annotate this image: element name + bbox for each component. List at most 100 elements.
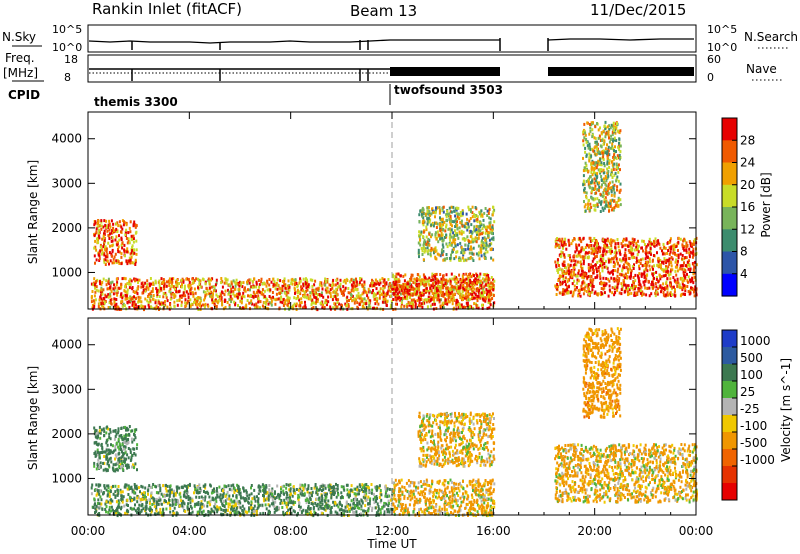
echo-cell <box>109 244 111 248</box>
echo-cell <box>663 287 665 290</box>
echo-cell <box>414 292 417 296</box>
echo-cell <box>384 300 387 304</box>
echo-cell <box>638 272 641 276</box>
echo-cell <box>226 301 229 304</box>
echo-cell <box>151 289 154 293</box>
echo-cell <box>142 288 145 292</box>
echo-cell <box>128 280 131 283</box>
echo-cell <box>302 284 305 288</box>
echo-cell <box>451 241 453 245</box>
echo-cell <box>287 284 289 288</box>
echo-cell <box>608 284 611 288</box>
echo-cell <box>191 277 194 281</box>
echo-cell <box>408 292 411 296</box>
echo-cell <box>448 212 451 216</box>
echo-cell <box>613 126 616 130</box>
echo-cell <box>200 299 203 303</box>
echo-cell <box>683 248 686 252</box>
echo-cell <box>558 267 561 271</box>
echo-cell <box>463 238 466 242</box>
echo-cell <box>368 301 371 305</box>
echo-cell <box>318 293 321 296</box>
echo-cell <box>624 290 627 293</box>
echo-cell <box>594 140 597 144</box>
echo-cell <box>627 244 630 248</box>
echo-cell <box>124 451 127 455</box>
echo-cell <box>461 284 464 288</box>
echo-cell <box>440 298 442 302</box>
echo-cell <box>276 283 279 287</box>
echo-cell <box>583 274 586 278</box>
echo-cell <box>596 149 599 152</box>
echo-cell <box>488 226 491 230</box>
echo-cell <box>622 257 625 261</box>
echo-cell <box>689 241 692 245</box>
echo-cell <box>148 296 151 300</box>
echo-cell <box>97 253 100 257</box>
echo-cell <box>447 300 450 304</box>
cpid-label: CPID <box>8 88 40 102</box>
echo-cell <box>428 291 431 295</box>
echo-cell <box>430 248 432 252</box>
echo-cell <box>662 291 665 294</box>
echo-cell <box>592 285 595 288</box>
echo-cell <box>571 294 574 298</box>
echo-cell <box>138 306 141 310</box>
echo-cell <box>288 288 291 292</box>
echo-cell <box>606 167 609 171</box>
echo-cell <box>100 302 102 306</box>
echo-cell <box>613 173 616 177</box>
echo-cell <box>97 443 99 447</box>
echo-cell <box>130 457 133 461</box>
echo-cell <box>570 270 573 273</box>
echo-cell <box>473 302 476 306</box>
echo-cell <box>610 134 613 138</box>
echo-cell <box>456 223 459 227</box>
echo-cell <box>427 220 429 223</box>
echo-cell <box>419 243 422 247</box>
echo-cell <box>589 155 592 159</box>
echo-cell <box>338 302 340 306</box>
echo-cell <box>620 292 623 296</box>
echo-cell <box>300 285 302 289</box>
echo-cell <box>435 206 437 210</box>
echo-cell <box>410 273 413 277</box>
echo-cell <box>348 299 350 302</box>
echo-cell <box>135 252 138 256</box>
echo-cell <box>482 277 485 281</box>
echo-cell <box>583 129 586 133</box>
echo-cell <box>314 279 317 283</box>
echo-cell <box>122 445 125 449</box>
echo-cell <box>473 279 476 283</box>
echo-cell <box>653 276 655 280</box>
echo-cell <box>372 292 375 296</box>
echo-cell <box>640 246 643 250</box>
echo-cell <box>660 266 662 270</box>
echo-cell <box>478 251 480 255</box>
echo-cell <box>644 261 647 264</box>
echo-cell <box>398 290 401 294</box>
echo-cell <box>493 279 496 283</box>
echo-cell <box>111 229 114 232</box>
echo-cell <box>165 284 168 288</box>
echo-cell <box>683 278 686 282</box>
echo-cell <box>610 276 613 280</box>
echo-cell <box>602 284 605 287</box>
echo-cell <box>609 201 612 205</box>
echo-cell <box>106 229 109 233</box>
echo-cell <box>477 244 480 248</box>
echo-cell <box>118 238 121 242</box>
echo-cell <box>274 302 277 306</box>
echo-cell <box>614 246 617 250</box>
echo-cell <box>645 245 648 249</box>
echo-cell <box>441 290 444 294</box>
echo-cell <box>339 278 342 282</box>
echo-cell <box>613 149 615 153</box>
echo-cell <box>593 177 596 181</box>
echo-cell <box>479 279 482 283</box>
echo-cell <box>624 272 627 276</box>
echo-cell <box>692 272 695 276</box>
echo-cell <box>237 292 240 296</box>
echo-cell <box>563 270 566 273</box>
echo-cell <box>422 273 425 277</box>
